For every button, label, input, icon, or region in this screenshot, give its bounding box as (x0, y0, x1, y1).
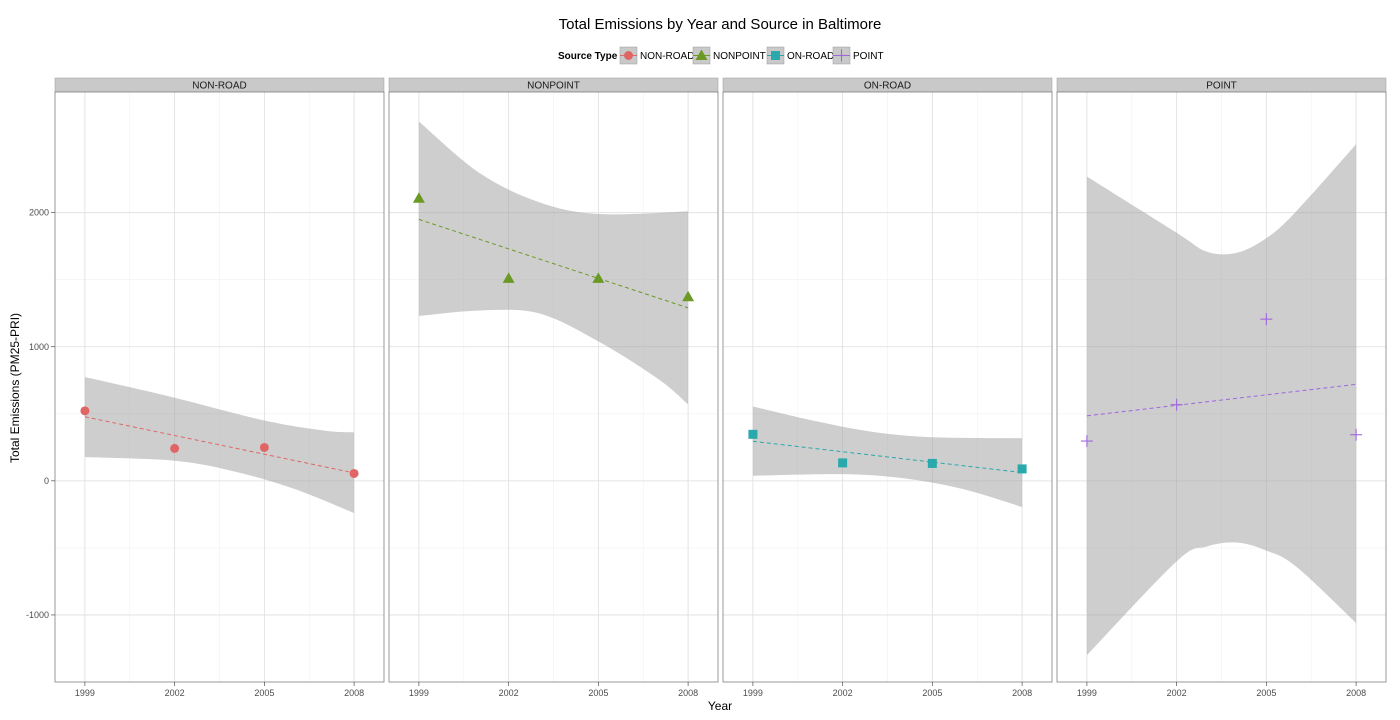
x-tick-label: 2008 (1012, 688, 1032, 698)
facet-panel-point: POINT 1999 2002 2005 2008 (1056, 77, 1387, 698)
legend-key-marker (624, 51, 633, 60)
x-tick-label: 2002 (165, 688, 185, 698)
y-tick-label: 1000 (29, 342, 49, 352)
y-tick-label: 2000 (29, 208, 49, 218)
legend-label: NONPOINT (713, 51, 766, 62)
y-axis-ticks: -1000 0 1000 2000 (26, 208, 55, 620)
confidence-band (84, 376, 355, 514)
x-tick-label: 2002 (499, 688, 519, 698)
facet-strip-label: ON-ROAD (864, 81, 911, 92)
panel-border (722, 91, 1053, 683)
trend-line (752, 440, 1023, 474)
data-point (1170, 398, 1183, 411)
x-tick-label: 1999 (75, 688, 95, 698)
x-tick-label: 2008 (344, 688, 364, 698)
x-tick-label: 2005 (922, 688, 942, 698)
data-point (838, 458, 848, 468)
facet-panels: NON-ROAD 1999 2002 2005 2008 NONPOINT 1999 2002… (54, 77, 1387, 698)
data-point (748, 429, 758, 439)
x-tick-label: 1999 (409, 688, 429, 698)
y-axis-title: Total Emissions (PM25-PRI) (8, 313, 22, 463)
data-point (592, 272, 605, 283)
x-tick-label: 2005 (588, 688, 608, 698)
legend-item-point: POINT (832, 46, 884, 65)
facet-panel-non-road: NON-ROAD 1999 2002 2005 2008 (54, 77, 385, 698)
facet-panel-on-road: ON-ROAD 1999 2002 2005 2008 (722, 77, 1053, 698)
legend-key-marker (835, 49, 848, 62)
legend-item-nonpoint: NONPOINT (692, 46, 766, 65)
x-tick-label: 2005 (1256, 688, 1276, 698)
x-tick-label: 2002 (1167, 688, 1187, 698)
chart-title: Total Emissions by Year and Source in Ba… (559, 16, 882, 33)
data-point (349, 468, 359, 478)
legend-label: ON-ROAD (787, 51, 834, 62)
legend-item-on-road: ON-ROAD (766, 46, 834, 65)
facet-strip-label: POINT (1206, 81, 1237, 92)
trend-line (84, 416, 355, 474)
data-point (1017, 464, 1027, 474)
y-tick-label: 0 (44, 476, 49, 486)
confidence-band (418, 121, 689, 405)
legend-key-marker (771, 51, 780, 60)
legend-title: Source Type (558, 51, 618, 62)
data-point (682, 290, 695, 302)
data-point (412, 192, 425, 203)
legend-label: NON-ROAD (640, 51, 694, 62)
legend: Source Type NON-ROAD NONPOINT ON-ROAD POINT (558, 46, 884, 65)
data-point (259, 442, 269, 452)
data-point (1260, 313, 1273, 326)
data-point (502, 272, 515, 283)
x-axis-title: Year (708, 699, 732, 713)
legend-key-marker (695, 49, 708, 60)
x-tick-label: 2005 (254, 688, 274, 698)
data-point (927, 458, 937, 468)
data-point (1350, 428, 1363, 441)
legend-item-non-road: NON-ROAD (619, 46, 694, 65)
panel-border (388, 91, 719, 683)
x-tick-label: 1999 (743, 688, 763, 698)
x-tick-label: 1999 (1077, 688, 1097, 698)
x-tick-label: 2008 (678, 688, 698, 698)
facet-strip-label: NONPOINT (527, 81, 580, 92)
trend-line (1086, 383, 1357, 417)
panel-border (54, 91, 385, 683)
legend-label: POINT (853, 51, 884, 62)
x-tick-label: 2008 (1346, 688, 1366, 698)
data-point (1080, 435, 1093, 448)
trend-line (418, 218, 689, 309)
x-tick-label: 2002 (833, 688, 853, 698)
facet-strip-label: NON-ROAD (192, 81, 246, 92)
facet-panel-nonpoint: NONPOINT 1999 2002 2005 2008 (388, 77, 719, 698)
panel-border (1056, 91, 1387, 683)
data-point (170, 443, 180, 453)
y-tick-label: -1000 (26, 610, 49, 620)
data-point (80, 406, 90, 416)
